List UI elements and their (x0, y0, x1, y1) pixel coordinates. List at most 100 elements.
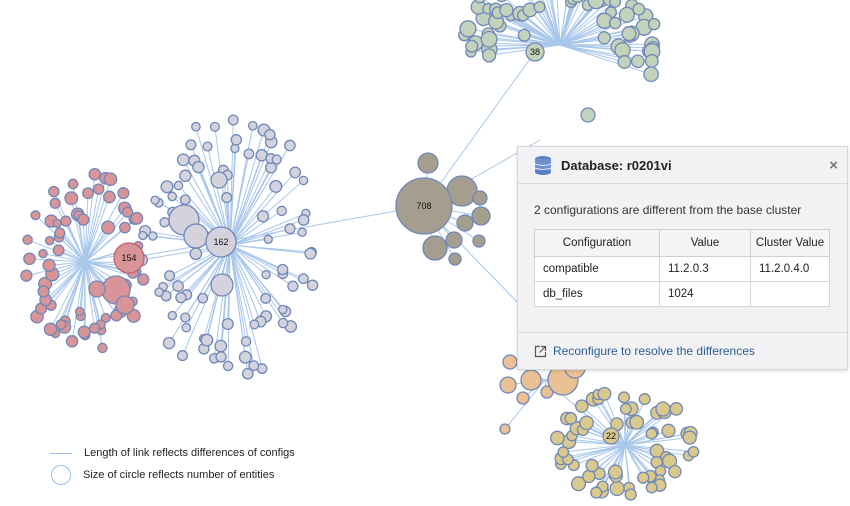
entity-node[interactable] (645, 427, 658, 440)
entity-node[interactable] (630, 54, 645, 69)
entity-node[interactable] (638, 393, 651, 406)
entity-node[interactable] (520, 369, 542, 391)
entity-node[interactable] (284, 139, 296, 152)
entity-node[interactable] (162, 336, 176, 350)
entity-node[interactable] (192, 160, 205, 174)
entity-node[interactable] (197, 292, 209, 304)
entity-node[interactable] (474, 0, 486, 4)
entity-node[interactable] (183, 223, 209, 249)
entity-node[interactable] (22, 234, 33, 246)
entity-node[interactable] (101, 220, 116, 235)
hub-node-154[interactable] (113, 242, 145, 274)
entity-node[interactable] (42, 258, 56, 272)
entity-node[interactable] (297, 273, 309, 285)
entity-node[interactable] (597, 31, 611, 45)
entity-node[interactable] (624, 488, 637, 501)
entity-node[interactable] (643, 66, 659, 83)
entity-node[interactable] (74, 306, 85, 317)
entity-node[interactable] (579, 415, 594, 431)
entity-node[interactable] (557, 446, 570, 458)
entity-node[interactable] (248, 360, 260, 372)
entity-node[interactable] (138, 230, 148, 241)
entity-node[interactable] (130, 211, 144, 225)
entity-node[interactable] (67, 178, 79, 190)
entity-node[interactable] (150, 195, 160, 205)
entity-node[interactable] (456, 214, 474, 232)
entity-node[interactable] (77, 325, 91, 339)
entity-node[interactable] (60, 215, 72, 227)
entity-node[interactable] (284, 223, 296, 235)
entity-node[interactable] (277, 263, 289, 276)
entity-node[interactable] (261, 269, 271, 280)
entity-node[interactable] (645, 481, 658, 494)
entity-node[interactable] (103, 172, 118, 187)
entity-node[interactable] (44, 235, 55, 246)
entity-node[interactable] (271, 154, 282, 165)
entity-node[interactable] (173, 180, 184, 191)
hub-node-38[interactable] (525, 42, 545, 62)
entity-node[interactable] (148, 231, 158, 241)
entity-node[interactable] (445, 231, 463, 249)
entity-node[interactable] (621, 26, 637, 42)
entity-node[interactable] (38, 248, 48, 259)
entity-node[interactable] (210, 273, 234, 297)
entity-node[interactable] (238, 350, 252, 364)
entity-node[interactable] (260, 292, 272, 304)
entity-node[interactable] (179, 169, 192, 183)
entity-node[interactable] (298, 175, 309, 186)
entity-node[interactable] (417, 152, 439, 174)
entity-node[interactable] (23, 252, 36, 266)
entity-node[interactable] (287, 280, 299, 292)
entity-node[interactable] (119, 221, 131, 234)
entity-node[interactable] (668, 464, 682, 479)
entity-node[interactable] (496, 0, 508, 3)
entity-node[interactable] (181, 322, 192, 333)
entity-node[interactable] (585, 458, 599, 473)
entity-node[interactable] (88, 280, 106, 298)
entity-node[interactable] (608, 16, 622, 30)
entity-node[interactable] (644, 54, 659, 68)
entity-node[interactable] (297, 227, 307, 238)
entity-node[interactable] (164, 270, 176, 282)
entity-node[interactable] (247, 120, 258, 131)
entity-node[interactable] (481, 48, 497, 63)
entity-node[interactable] (241, 367, 254, 380)
entity-node[interactable] (582, 469, 596, 484)
entity-node[interactable] (472, 190, 488, 206)
entity-node[interactable] (160, 180, 174, 194)
entity-node[interactable] (533, 0, 546, 14)
entity-node[interactable] (609, 480, 625, 497)
entity-node[interactable] (550, 430, 565, 446)
entity-node[interactable] (472, 234, 486, 248)
entity-node[interactable] (575, 399, 589, 413)
entity-node[interactable] (176, 153, 190, 167)
entity-node[interactable] (202, 141, 213, 152)
entity-node[interactable] (269, 179, 283, 193)
entity-node[interactable] (264, 128, 276, 141)
entity-node[interactable] (230, 134, 243, 146)
entity-node[interactable] (647, 17, 661, 31)
entity-node[interactable] (263, 234, 273, 244)
entity-node[interactable] (607, 464, 623, 480)
entity-node[interactable] (597, 386, 612, 401)
entity-node[interactable] (49, 197, 61, 209)
entity-node[interactable] (502, 354, 518, 370)
entity-node[interactable] (209, 121, 220, 132)
entity-node[interactable] (277, 317, 289, 329)
entity-node[interactable] (102, 190, 116, 204)
entity-node[interactable] (180, 312, 191, 323)
entity-node[interactable] (276, 205, 287, 217)
entity-node[interactable] (189, 247, 203, 261)
entity-node[interactable] (570, 476, 587, 492)
entity-node[interactable] (167, 310, 178, 321)
entity-node[interactable] (243, 148, 255, 160)
entity-node[interactable] (669, 402, 684, 416)
entity-node[interactable] (617, 391, 631, 404)
entity-node[interactable] (200, 333, 214, 347)
entity-node[interactable] (619, 402, 632, 415)
entity-node[interactable] (230, 143, 240, 154)
entity-node[interactable] (20, 269, 33, 282)
entity-node[interactable] (516, 391, 530, 405)
entity-node[interactable] (115, 295, 135, 315)
